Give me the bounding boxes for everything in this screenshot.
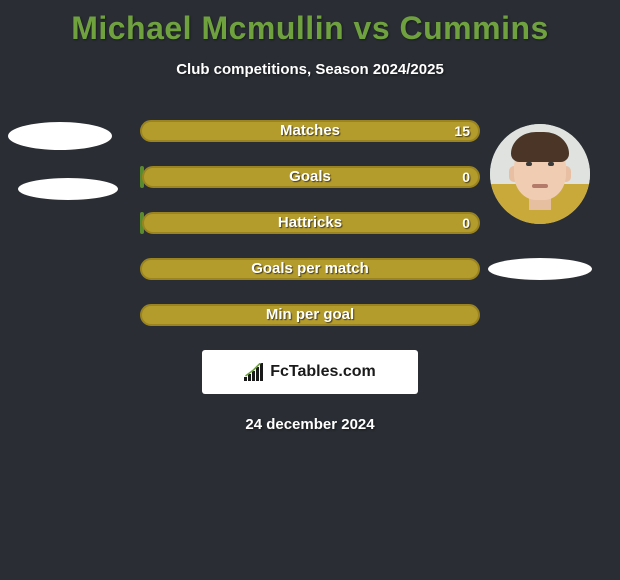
stat-label: Hattricks: [140, 212, 480, 234]
stat-row: Matches15: [140, 120, 480, 142]
avatar-eye-right: [548, 162, 554, 166]
branding-text: FcTables.com: [270, 363, 376, 381]
branding-box: FcTables.com: [202, 350, 418, 394]
stat-label: Min per goal: [140, 304, 480, 326]
stat-row: Goals per match: [140, 258, 480, 280]
fctables-icon: [244, 363, 266, 381]
stat-value-right: 0: [462, 212, 470, 234]
stat-row: Hattricks0: [140, 212, 480, 234]
right-player-avatar: [490, 124, 590, 224]
right-player-column: [488, 124, 592, 280]
stat-label: Goals: [140, 166, 480, 188]
left-badge-1: [8, 122, 112, 150]
left-badge-2: [18, 178, 118, 200]
page-subtitle: Club competitions, Season 2024/2025: [0, 61, 620, 78]
stat-value-right: 0: [462, 166, 470, 188]
avatar-mouth: [532, 184, 548, 188]
comparison-card: Michael Mcmullin vs Cummins Club competi…: [0, 0, 620, 580]
stat-label: Matches: [140, 120, 480, 142]
stat-label: Goals per match: [140, 258, 480, 280]
page-title: Michael Mcmullin vs Cummins: [0, 0, 620, 47]
avatar-hair: [511, 132, 569, 162]
avatar-eye-left: [526, 162, 532, 166]
stat-row: Goals0: [140, 166, 480, 188]
date-line: 24 december 2024: [0, 416, 620, 433]
right-badge: [488, 258, 592, 280]
stat-value-right: 15: [454, 120, 470, 142]
stat-row: Min per goal: [140, 304, 480, 326]
left-player-badges: [8, 122, 118, 200]
